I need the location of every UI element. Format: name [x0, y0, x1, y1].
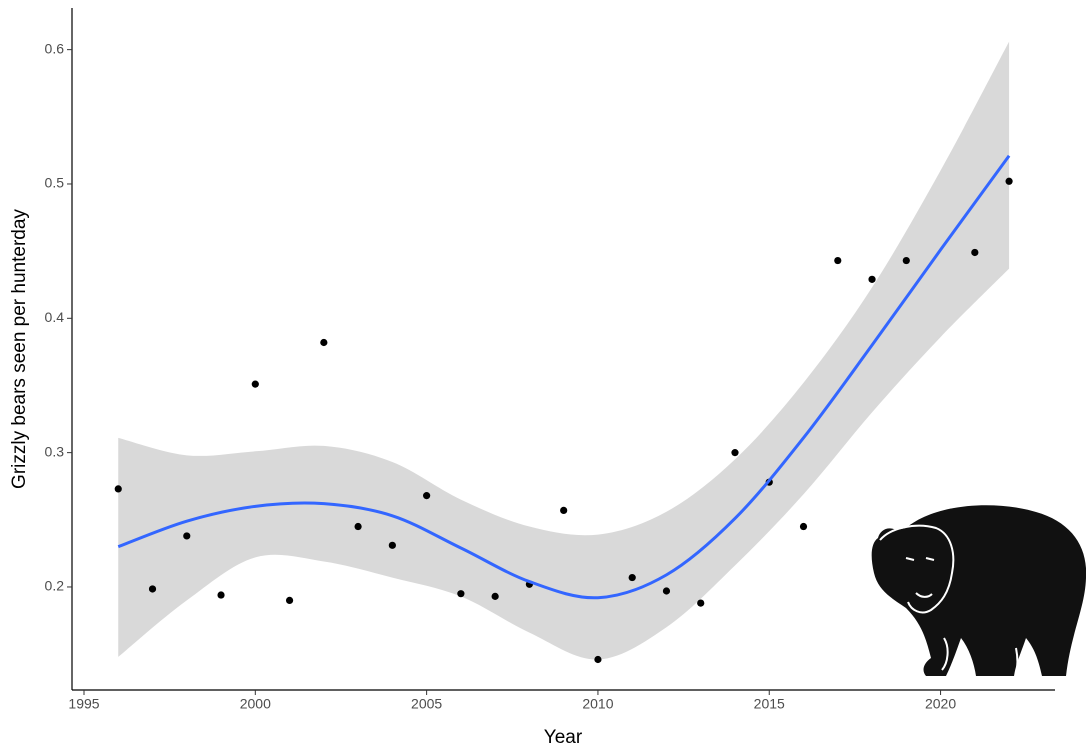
x-tick-label: 2015 — [754, 696, 785, 712]
data-point — [183, 532, 191, 540]
data-point — [217, 591, 225, 599]
x-tick-label: 2000 — [240, 696, 271, 712]
x-axis-title: Year — [544, 727, 583, 748]
y-tick-label: 0.4 — [45, 309, 65, 325]
data-point — [251, 380, 259, 388]
data-point — [799, 522, 808, 531]
x-tick-label: 2010 — [582, 696, 613, 712]
x-tick-label: 2020 — [925, 696, 956, 712]
bear-icon — [871, 505, 1086, 676]
data-point — [388, 541, 396, 549]
y-axis-title: Grizzly bears seen per hunterday — [9, 209, 30, 489]
y-tick-label: 0.6 — [45, 40, 65, 56]
data-point — [971, 248, 979, 257]
data-point — [594, 655, 602, 664]
smooth-line — [117, 154, 1011, 600]
data-point — [731, 449, 739, 457]
data-point — [148, 585, 157, 593]
data-point — [457, 590, 465, 598]
data-point — [423, 492, 431, 500]
data-point — [628, 573, 636, 582]
data-point — [285, 596, 294, 605]
data-point — [114, 485, 122, 493]
data-point — [1005, 177, 1013, 185]
data-point — [697, 599, 705, 607]
x-tick-label: 1995 — [68, 696, 99, 712]
y-tick-label: 0.2 — [45, 578, 65, 594]
data-point — [354, 522, 362, 531]
data-point — [834, 256, 842, 265]
data-point — [560, 506, 568, 514]
data-point — [662, 587, 671, 595]
y-tick-label: 0.5 — [45, 175, 65, 191]
data-point — [868, 275, 876, 283]
data-point — [320, 338, 328, 347]
x-tick-label: 2005 — [411, 696, 442, 712]
data-point — [491, 592, 499, 600]
y-tick-label: 0.3 — [45, 443, 65, 459]
data-point — [902, 256, 910, 265]
